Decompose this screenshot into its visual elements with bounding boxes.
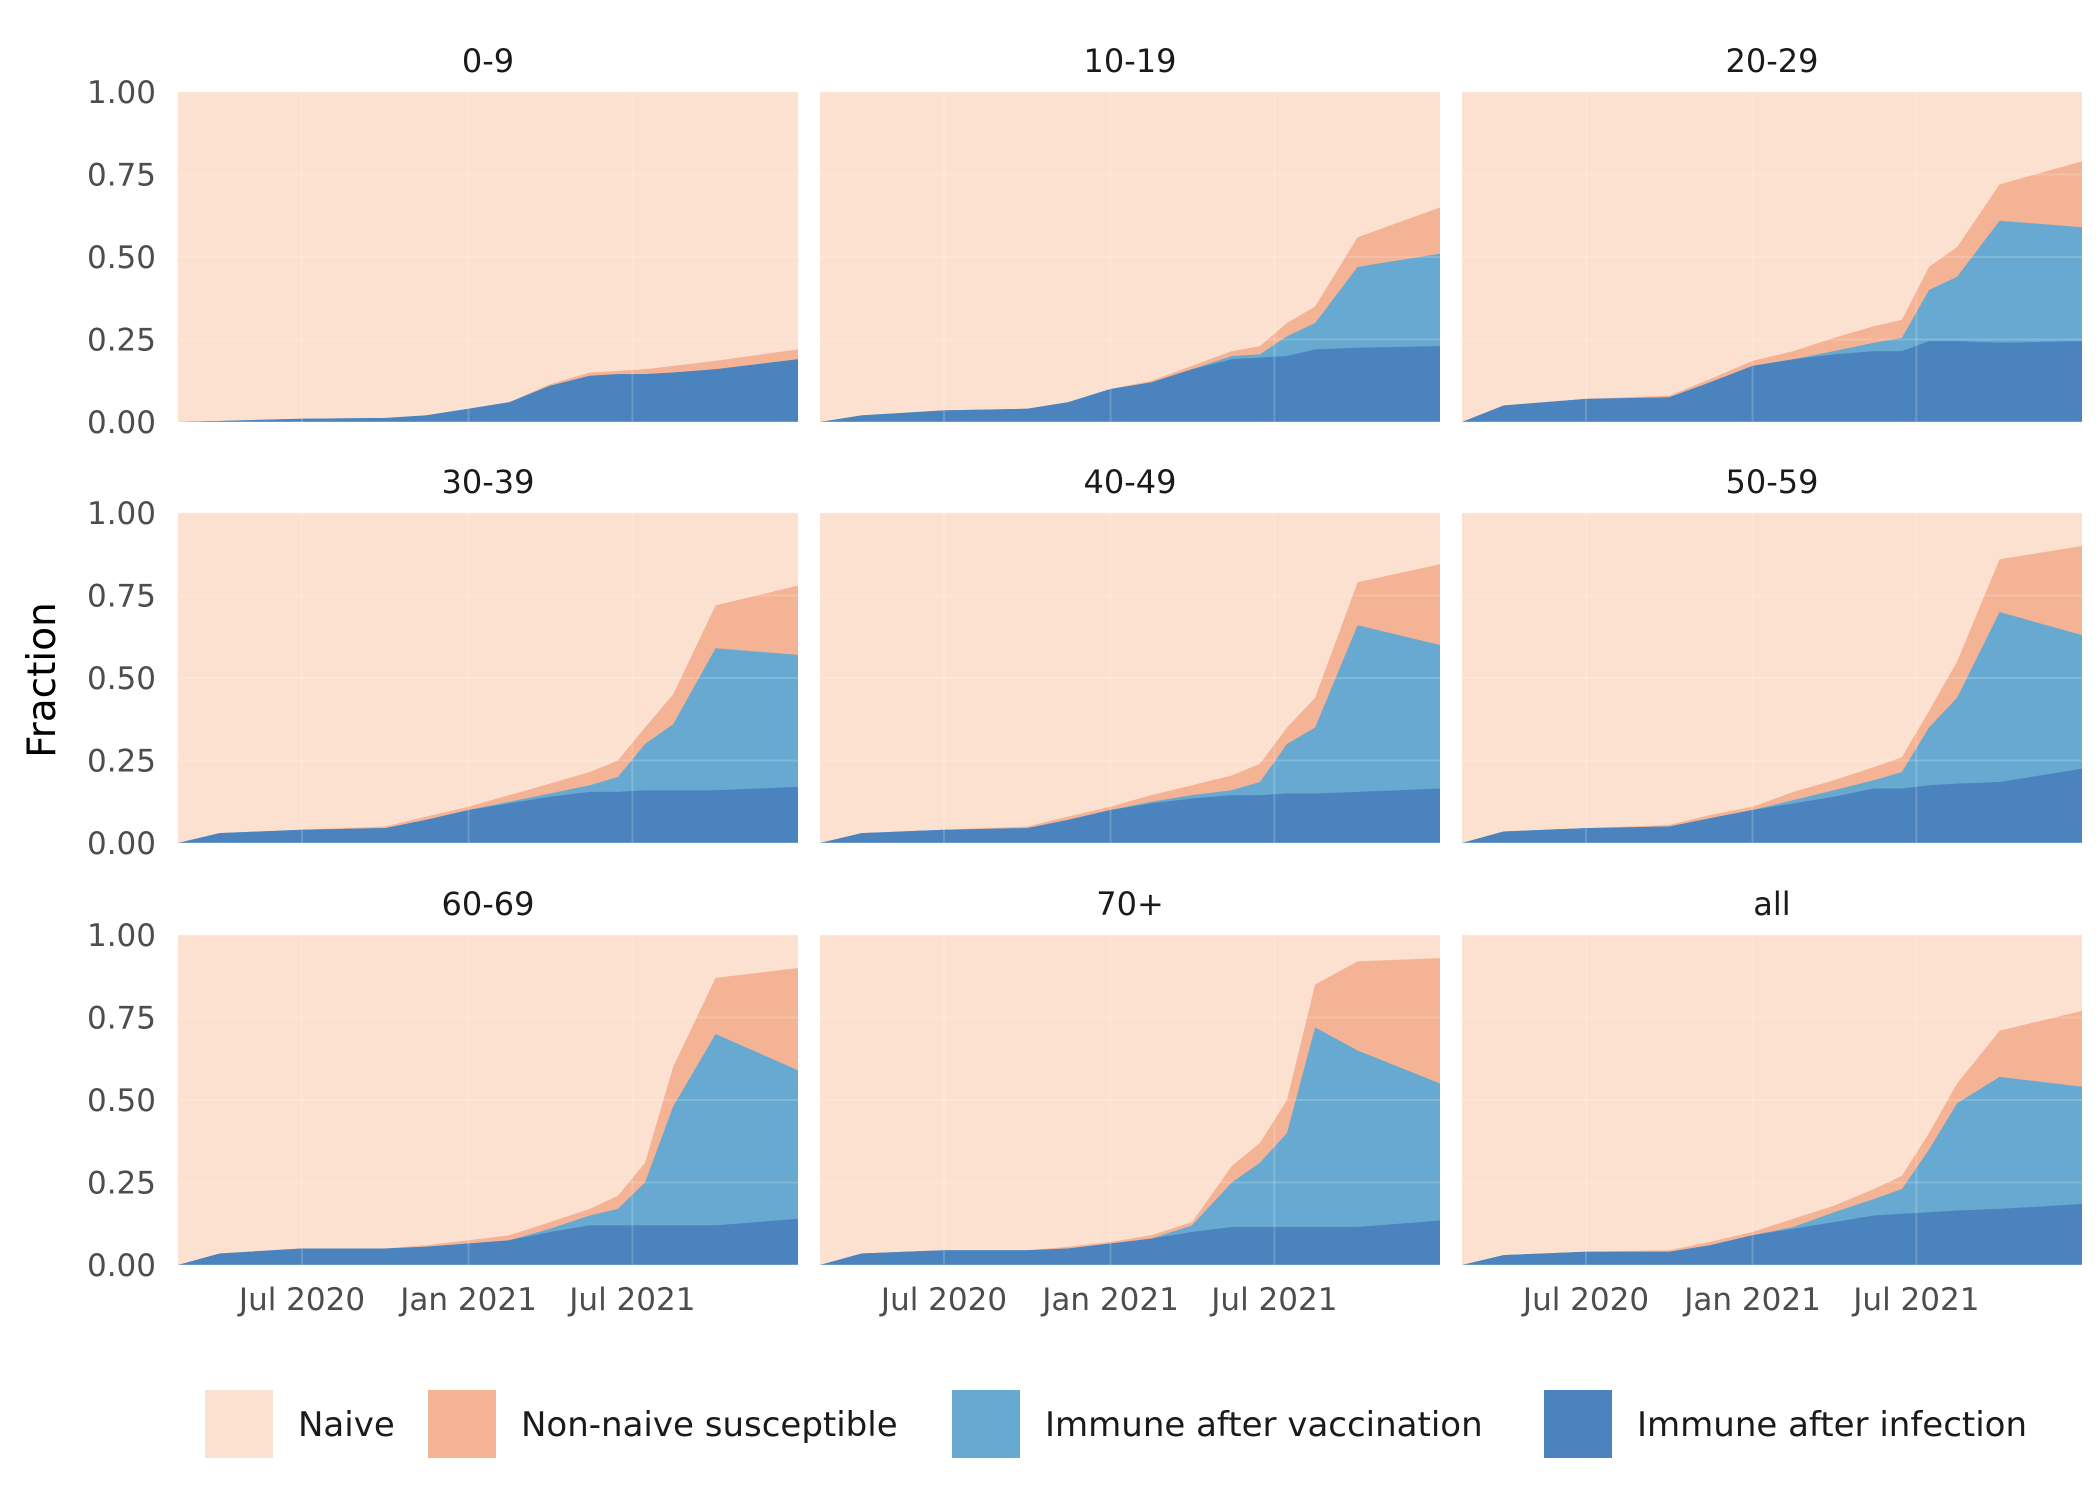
x-tick-label: Jan 2021 (1682, 1282, 1821, 1318)
area-immune-after-vaccination (178, 1034, 798, 1265)
facet-50-59: 50-59 (1462, 463, 2082, 844)
area-immune-after-infection (1462, 341, 2082, 422)
facet-title: 10-19 (1084, 42, 1177, 80)
area-immune-after-infection (178, 1218, 798, 1265)
area-immune-after-vaccination (1462, 612, 2082, 843)
area-immune-after-infection (820, 346, 1440, 422)
area-immune-after-infection (178, 359, 798, 422)
facet-0-9: 0-9 0.00 0.25 0.50 0.75 1.00 (87, 42, 798, 441)
y-axis-title: Fraction (20, 602, 65, 758)
area-immune-after-infection (1462, 1204, 2082, 1265)
legend-key (428, 1390, 496, 1458)
legend-item-immune-after-vaccination: Immune after vaccination (952, 1390, 1483, 1458)
facet-panels: 0-9 0.00 0.25 0.50 0.75 1.00 10-19 20-29 30-39 0.… (87, 42, 2082, 1318)
facet-30-39: 30-39 0.00 0.25 0.50 0.75 1.00 (87, 463, 798, 862)
facet-60-69: 60-69 0.00 0.25 0.50 0.75 1.00 Jul 2020 Jan 202… (87, 885, 798, 1318)
facet-title: 60-69 (442, 885, 535, 923)
y-tick-label: 1.00 (87, 918, 156, 954)
legend-key (952, 1390, 1020, 1458)
legend-label: Immune after vaccination (1045, 1405, 1483, 1445)
y-tick-label: 0.00 (87, 826, 156, 862)
y-tick-label: 0.75 (87, 1001, 156, 1037)
legend-item-immune-after-infection: Immune after infection (1544, 1390, 2027, 1458)
y-tick-label: 0.00 (87, 405, 156, 441)
legend-key (1544, 1390, 1612, 1458)
area-immune-after-vaccination (820, 1027, 1440, 1265)
legend-item-non-naive-susceptible: Non-naive susceptible (428, 1390, 898, 1458)
facet-title: all (1753, 885, 1790, 923)
facet-title: 30-39 (442, 463, 535, 501)
y-tick-label: 0.25 (87, 323, 156, 359)
x-tick-label: Jul 2021 (1209, 1282, 1337, 1318)
y-tick-label: 0.50 (87, 1083, 156, 1119)
x-tick-label: Jul 2021 (567, 1282, 695, 1318)
y-tick-label: 1.00 (87, 75, 156, 111)
legend-label: Non-naive susceptible (521, 1405, 898, 1445)
y-tick-label: 0.50 (87, 240, 156, 276)
y-tick-label: 0.25 (87, 744, 156, 780)
facet-70+: 70+ Jul 2020 Jan 2021 Jul 2021 (820, 885, 1440, 1318)
legend-key (205, 1390, 273, 1458)
legend-label: Immune after infection (1637, 1405, 2027, 1445)
x-tick-label: Jan 2021 (398, 1282, 537, 1318)
y-tick-label: 0.75 (87, 579, 156, 615)
x-tick-label: Jul 2020 (879, 1282, 1007, 1318)
facet-40-49: 40-49 (820, 463, 1440, 844)
facet-title: 20-29 (1726, 42, 1819, 80)
facet-title: 70+ (1096, 885, 1164, 923)
x-tick-label: Jan 2021 (1040, 1282, 1179, 1318)
area-immune-after-infection (820, 788, 1440, 843)
area-immune-after-infection (1462, 768, 2082, 843)
y-tick-label: 0.50 (87, 661, 156, 697)
y-tick-label: 0.25 (87, 1166, 156, 1202)
x-tick-label: Jul 2021 (1851, 1282, 1979, 1318)
legend: Naive Non-naive susceptible Immune after v… (205, 1390, 2027, 1458)
facet-20-29: 20-29 (1462, 42, 2082, 423)
facet-all: all Jul 2020 Jan 2021 Jul 2021 (1462, 885, 2082, 1318)
facet-10-19: 10-19 (820, 42, 1440, 423)
facet-title: 0-9 (462, 42, 514, 80)
x-tick-label: Jul 2020 (1521, 1282, 1649, 1318)
y-tick-label: 0.00 (87, 1248, 156, 1284)
y-tick-label: 1.00 (87, 496, 156, 532)
area-immune-after-infection (178, 786, 798, 843)
legend-label: Naive (298, 1405, 395, 1445)
facet-title: 50-59 (1726, 463, 1819, 501)
area-immune-after-infection (820, 1220, 1440, 1265)
y-tick-label: 0.75 (87, 158, 156, 194)
x-tick-label: Jul 2020 (237, 1282, 365, 1318)
facet-title: 40-49 (1084, 463, 1177, 501)
area-immune-after-vaccination (820, 625, 1440, 843)
legend-item-naive: Naive (205, 1390, 395, 1458)
